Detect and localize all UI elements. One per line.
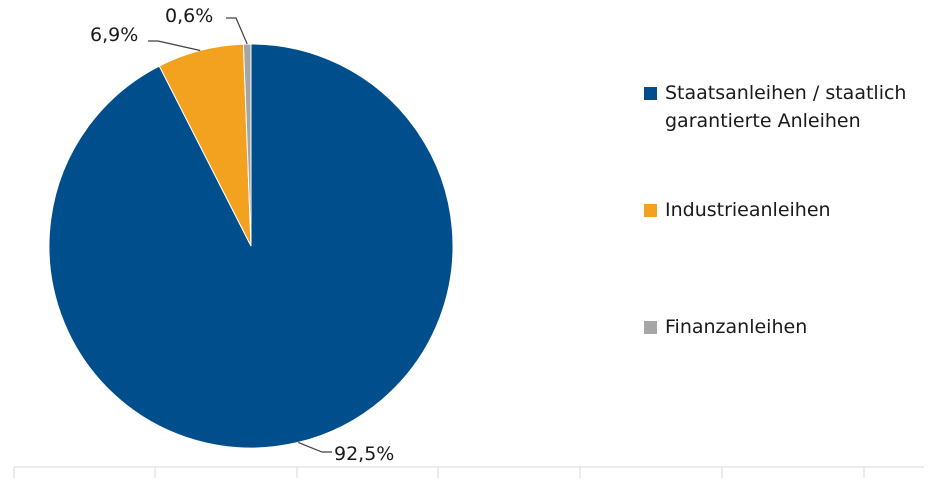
legend-item-3: Finanzanleihen xyxy=(644,316,807,338)
legend-item-1: Staatsanleihen / staatlich garantierte An… xyxy=(644,82,906,132)
pie-slice-3 xyxy=(242,43,252,247)
bottom-axis xyxy=(13,466,924,478)
legend-swatch xyxy=(644,204,657,217)
legend-label: Staatsanleihen / staatlich xyxy=(665,82,906,104)
legend-swatch xyxy=(644,87,657,100)
data-label-2: 6,9% xyxy=(90,24,138,46)
legend-swatch xyxy=(644,321,657,334)
leader-line-3 xyxy=(226,17,248,45)
leader-line-2 xyxy=(148,40,201,52)
leader-lines xyxy=(148,17,332,453)
legend-label: Industrieanleihen xyxy=(665,199,831,221)
data-label-1: 92,5% xyxy=(334,443,394,465)
leader-line-1 xyxy=(297,441,332,453)
data-label-3: 0,6% xyxy=(165,5,213,27)
legend-label: Finanzanleihen xyxy=(665,316,807,338)
pie-slices xyxy=(48,43,454,449)
data-labels: 92,5% 6,9% 0,6% xyxy=(90,5,394,465)
legend-item-2: Industrieanleihen xyxy=(644,199,831,221)
legend: Staatsanleihen / staatlich garantierte An… xyxy=(644,82,906,338)
legend-label: garantierte Anleihen xyxy=(665,110,861,132)
